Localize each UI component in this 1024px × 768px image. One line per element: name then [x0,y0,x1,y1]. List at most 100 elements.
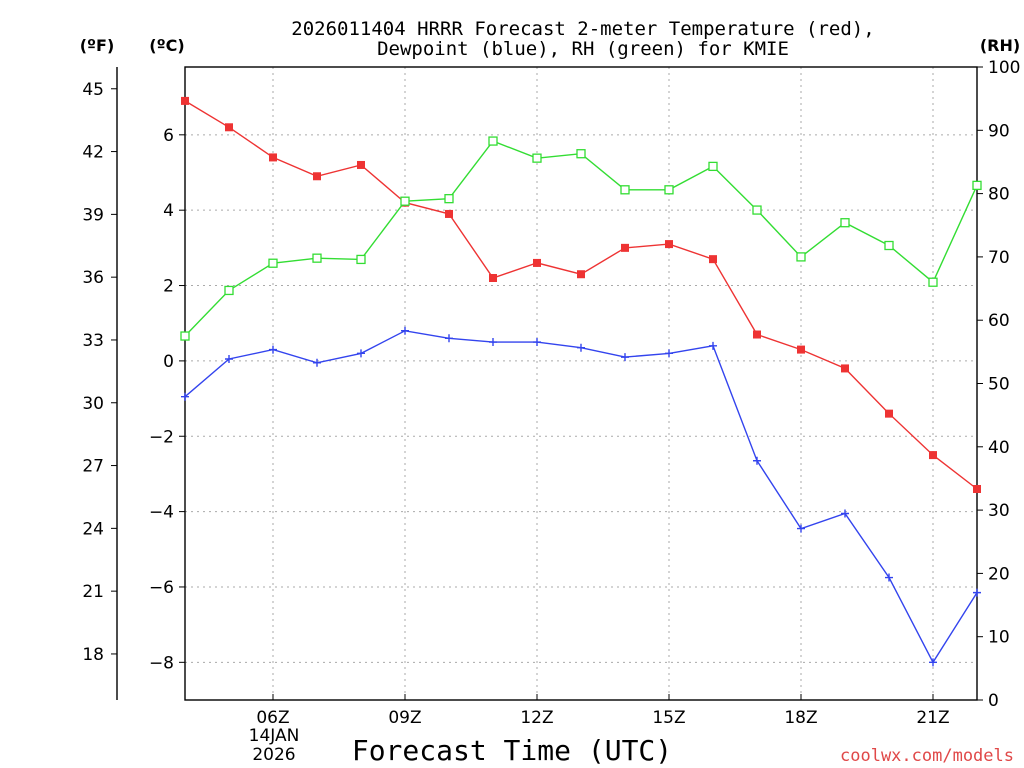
plot-frame [184,66,978,701]
rh-tick-label: 40 [988,438,1010,458]
celsius-tick-label: −4 [149,503,174,523]
rh-marker [576,149,586,159]
2-meter-temperature-marker [929,451,937,460]
fahrenheit-tick-label: 27 [82,457,104,477]
2-meter-temperature-marker [225,123,233,132]
dewpoint-marker [709,341,717,350]
dewpoint-marker [225,355,233,364]
dewpoint-marker [621,353,629,362]
dewpoint-marker [973,588,981,597]
rh-tick-label: 90 [988,121,1010,141]
celsius-tick-label: −8 [149,653,174,673]
dewpoint-marker [313,358,321,367]
fahrenheit-tick-label: 36 [82,268,104,288]
2-meter-temperature-marker [577,270,585,279]
fahrenheit-tick-label: 45 [82,80,104,100]
dewpoint-marker [841,509,849,518]
2-meter-temperature-marker [445,209,453,218]
dewpoint-line [184,330,978,664]
rh-tick-label: 100 [988,58,1020,78]
rh-marker [532,153,542,163]
dewpoint-marker [445,334,453,343]
rh-marker [444,194,454,204]
2-meter-temperature-marker [489,274,497,282]
celsius-tick-label: 6 [163,126,174,146]
rh-marker [180,331,190,341]
rh-marker [972,180,982,191]
dewpoint-marker [533,338,541,347]
fahrenheit-unit-label: (ºF) [80,36,115,55]
watermark: coolwx.com/models [840,746,1014,766]
date-label-day: 14JAN [249,726,300,746]
rh-tick-label: 30 [988,501,1010,521]
dewpoint-marker [797,524,805,533]
chart-title-line-2: Dewpoint (blue), RH (green) for KMIE [377,38,789,60]
2-meter-temperature-marker [313,172,321,181]
2-meter-temperature-marker [973,485,981,493]
fahrenheit-tick-label: 42 [82,143,104,163]
celsius-tick-label: 2 [163,277,174,297]
fahrenheit-tick-label: 30 [82,394,104,414]
rh-marker [664,185,674,195]
dewpoint-marker [753,456,761,465]
rh-marker [400,196,410,206]
rh-marker [620,185,630,195]
rh-marker [928,277,938,287]
fahrenheit-tick-label: 39 [82,205,104,225]
x-tick-label: 15Z [652,708,685,728]
celsius-tick-label: 0 [163,352,174,372]
2-meter-temperature-marker [709,255,717,264]
2-meter-temperature-marker [269,153,277,162]
date-label-year: 2026 [252,745,295,765]
axes: 06Z 09Z 12Z 15Z 18Z 21Z6420−2−4−6−84542393633… [82,58,1020,728]
celsius-unit-label: (ºC) [149,36,184,55]
rh-marker [840,218,850,228]
fahrenheit-tick-label: 33 [82,331,104,351]
dewpoint-marker [577,343,585,352]
2-meter-temperature-marker [841,364,849,373]
rh-marker [752,205,762,215]
rh-marker [312,253,322,263]
rh-tick-label: 0 [988,691,999,711]
dewpoint-marker [885,573,893,582]
rh-unit-label: (RH) [980,36,1020,55]
rh-marker [796,252,806,262]
x-tick-label: 06Z [256,708,289,728]
data-series [180,96,982,667]
celsius-tick-label: −6 [149,578,174,598]
2-meter-temperature-marker [181,96,189,105]
2-meter-temperature-line [184,100,978,490]
2-meter-temperature-marker [357,160,365,169]
rh-tick-label: 10 [988,628,1010,648]
dewpoint-marker [401,326,409,335]
fahrenheit-tick-label: 24 [82,519,104,539]
fahrenheit-tick-label: 18 [82,645,104,665]
rh-tick-label: 70 [988,248,1010,268]
rh-marker [268,258,278,268]
rh-tick-label: 60 [988,311,1010,331]
dewpoint-marker [181,392,189,401]
dewpoint-marker [269,345,277,354]
2-meter-temperature-marker [885,409,893,418]
2-meter-temperature-marker [753,330,761,339]
fahrenheit-tick-label: 21 [82,582,104,602]
rh-marker [356,254,366,265]
dewpoint-marker [489,338,497,347]
rh-marker [708,161,718,172]
2-meter-temperature-marker [533,258,541,267]
celsius-tick-label: 4 [163,201,174,221]
2-meter-temperature-marker [665,240,673,249]
rh-tick-label: 20 [988,564,1010,584]
x-tick-label: 09Z [388,708,421,728]
2-meter-temperature-marker [621,243,629,252]
x-tick-label: 21Z [916,708,949,728]
dewpoint-marker [929,658,937,667]
celsius-tick-label: −2 [149,427,174,447]
2-meter-temperature-marker [797,345,805,354]
x-tick-label: 12Z [520,708,553,728]
dewpoint-marker [357,349,365,358]
rh-marker [884,240,894,251]
dewpoint-marker [665,349,673,358]
rh-marker [224,285,234,296]
